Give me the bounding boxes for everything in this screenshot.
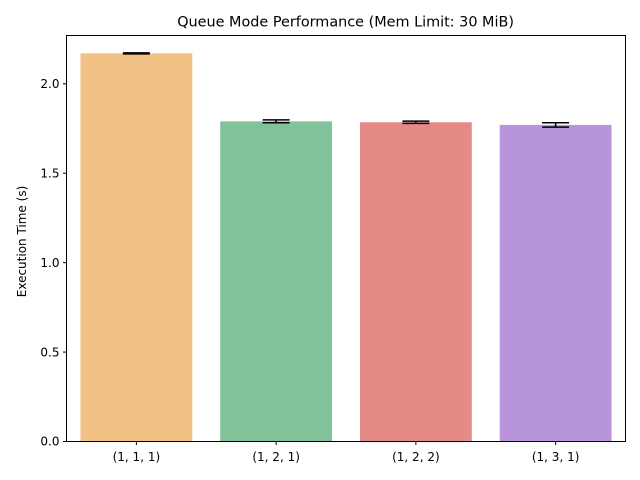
x-tick-label-2: (1, 2, 1) [252,450,300,464]
chart-title: Queue Mode Performance (Mem Limit: 30 Mi… [177,15,514,31]
x-tick-label-4: (1, 3, 1) [532,450,580,464]
plot-area: 0.0 0.5 1.0 1.5 2.0 (1, 1, 1) (1, 2, 1) (1, 2, … [40,35,626,464]
y-tick-label-3: 1.5 [40,166,59,180]
y-axis-label: Execution Time (s) [15,186,29,298]
y-tick-label-4: 2.0 [40,77,59,91]
bar-3 [359,122,472,442]
y-tick-label-1: 0.5 [40,345,59,359]
y-tick-label-0: 0.0 [40,435,59,449]
bar-2 [220,121,333,442]
x-tick-label-3: (1, 2, 2) [392,450,440,464]
axes-frame [66,35,626,442]
bar-4 [499,124,612,442]
y-tick-label-2: 1.0 [40,256,59,270]
bar-1 [80,53,193,442]
x-tick-label-1: (1, 1, 1) [113,450,161,464]
